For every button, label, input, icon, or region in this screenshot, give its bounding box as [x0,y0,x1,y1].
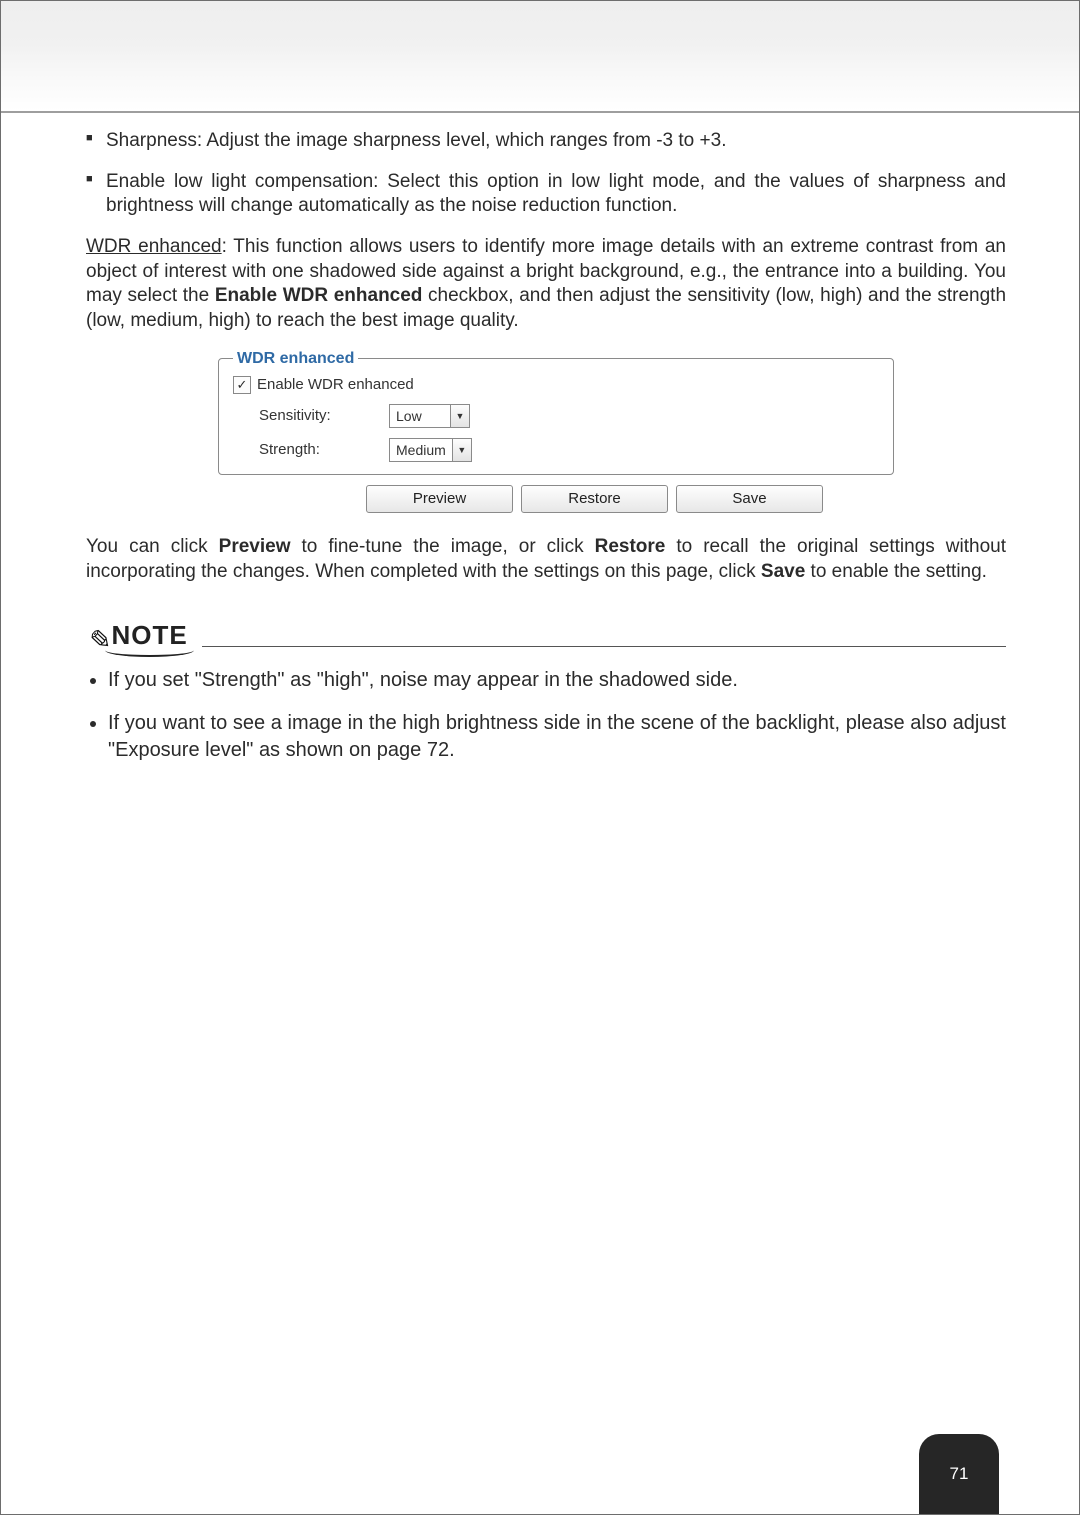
chevron-down-icon: ▼ [456,411,465,421]
header-gradient [1,1,1079,113]
content-area: Sharpness: Adjust the image sharpness le… [86,129,1006,780]
wdr-legend: WDR enhanced [233,350,358,368]
preview-button[interactable]: Preview [366,485,513,513]
enable-wdr-checkbox[interactable]: ✓ [233,376,251,394]
note-heading: NOTE [111,620,187,655]
save-button[interactable]: Save [676,485,823,513]
preview-paragraph: You can click Preview to fine-tune the i… [86,535,1006,584]
note-item-1: If you set "Strength" as "high", noise m… [108,667,1006,694]
save-bold: Save [761,561,805,582]
note-hr [202,646,1006,647]
strength-label: Strength: [259,441,389,458]
sensitivity-caret[interactable]: ▼ [450,405,469,427]
preview-bold: Preview [219,536,291,557]
bullet-lowlight: Enable low light compensation: Select th… [86,170,1006,219]
bullet-sharpness: Sharpness: Adjust the image sharpness le… [86,129,1006,154]
page-number-tab: 71 [919,1434,999,1514]
wdr-underline-label: WDR enhanced [86,236,222,257]
strength-select[interactable]: Medium ▼ [389,438,472,462]
strength-value: Medium [390,439,452,461]
page: Sharpness: Adjust the image sharpness le… [0,0,1080,1515]
button-row: Preview Restore Save [366,485,896,513]
pen-icon: ✎ [84,622,113,659]
sensitivity-select[interactable]: Low ▼ [389,404,470,428]
note-item-2: If you want to see a image in the high b… [108,710,1006,764]
note-list: If you set "Strength" as "high", noise m… [86,667,1006,764]
restore-button[interactable]: Restore [521,485,668,513]
wdr-fieldset: WDR enhanced ✓ Enable WDR enhanced Sensi… [218,350,894,475]
strength-caret[interactable]: ▼ [452,439,471,461]
preview-text-1: You can click [86,536,219,557]
restore-bold: Restore [595,536,666,557]
strength-row: Strength: Medium ▼ [233,438,879,462]
sensitivity-row: Sensitivity: Low ▼ [233,404,879,428]
chevron-down-icon: ▼ [457,445,466,455]
sensitivity-label: Sensitivity: [259,407,389,424]
page-number: 71 [950,1464,969,1484]
note-heading-row: ✎ NOTE [86,620,1006,655]
sensitivity-value: Low [390,405,450,427]
preview-text-2: to fine-tune the image, or click [291,536,595,557]
enable-wdr-label: Enable WDR enhanced [257,376,414,393]
enable-wdr-row: ✓ Enable WDR enhanced [233,376,879,394]
preview-text-4: to enable the setting. [805,561,987,582]
wdr-paragraph: WDR enhanced: This function allows users… [86,235,1006,334]
wdr-panel-wrap: WDR enhanced ✓ Enable WDR enhanced Sensi… [216,350,896,513]
wdr-bold: Enable WDR enhanced [215,285,423,306]
